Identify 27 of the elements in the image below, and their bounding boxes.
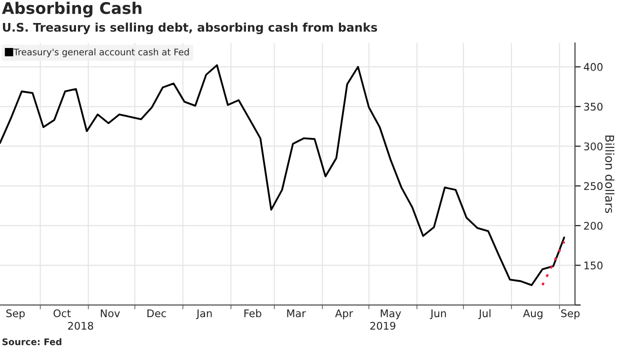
y-tick-label: 150 <box>584 262 603 270</box>
chart-subtitle: U.S. Treasury is selling debt, absorbing cash from banks <box>2 22 378 34</box>
x-tick-label: Jan <box>196 309 212 320</box>
y-tick-label: 400 <box>584 63 603 71</box>
x-tick-label: Apr <box>335 309 354 320</box>
legend-label: Treasury's general account cash at Fed <box>14 48 189 58</box>
x-tick-label: Sep <box>6 309 25 320</box>
y-tick-label: 250 <box>584 182 603 190</box>
x-tick-label: Oct <box>54 309 71 318</box>
x-tick-label: May <box>380 309 402 320</box>
x-tick-label: Aug <box>523 309 542 320</box>
x-tick-label: Sep <box>561 309 580 320</box>
y-tick-label: 200 <box>584 222 603 230</box>
x2-tick-label: 2018 <box>68 322 94 330</box>
source-note: Source: Fed <box>2 338 62 346</box>
line-series <box>0 64 566 286</box>
x-tick-label: Dec <box>147 309 166 318</box>
x-tick-label: Jun <box>430 309 446 320</box>
y-axis-title: Billion dollars <box>605 136 614 214</box>
x-tick-label: Jul <box>478 309 490 320</box>
chart-title: Absorbing Cash <box>2 2 142 18</box>
x-tick-label: Nov <box>100 309 120 318</box>
x-tick-label: Feb <box>244 309 262 318</box>
y-tick-label: 300 <box>584 142 603 150</box>
x-tick-label: Mar <box>287 309 306 318</box>
y-tick-label: 350 <box>584 102 603 111</box>
x2-tick-label: 2019 <box>370 322 396 330</box>
